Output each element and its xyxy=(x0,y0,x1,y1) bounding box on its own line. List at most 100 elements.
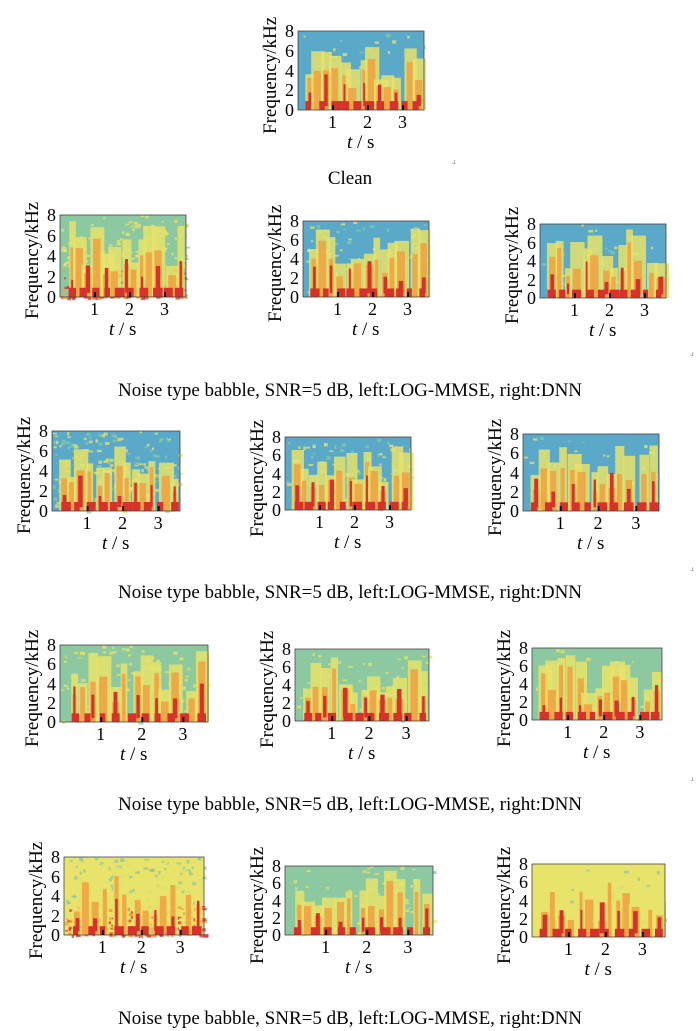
speech-energy xyxy=(648,272,656,298)
noise-cell xyxy=(323,443,328,447)
noise-cell xyxy=(110,876,115,879)
noise-cell xyxy=(112,646,115,649)
speech-formant xyxy=(75,918,80,932)
speech-energy xyxy=(116,466,123,511)
noise-cell xyxy=(328,665,333,668)
speech-formant xyxy=(578,705,583,717)
speech-energy xyxy=(410,669,418,721)
noise-cell xyxy=(116,673,121,677)
speech-energy xyxy=(387,697,393,721)
noise-cell xyxy=(69,445,73,448)
spectrogram-plot xyxy=(531,647,664,722)
noise-cell xyxy=(175,296,181,300)
noise-cell xyxy=(189,688,194,692)
low-frequency-energy xyxy=(171,502,179,511)
noise-cell xyxy=(347,666,353,668)
noise-cell xyxy=(64,247,67,250)
speech-formant xyxy=(104,267,110,293)
low-frequency-energy xyxy=(167,713,176,722)
speech-energy xyxy=(353,263,362,297)
low-frequency-energy xyxy=(327,501,334,510)
noise-cell xyxy=(82,865,85,870)
y-tick-label: 2 xyxy=(510,481,519,502)
noise-cell xyxy=(203,866,207,870)
speech-formant xyxy=(297,919,301,932)
noise-cell xyxy=(154,874,159,878)
y-axis-label: Frequency/kHz xyxy=(257,630,278,748)
noise-cell xyxy=(86,869,91,872)
x-axis-variable: t xyxy=(109,319,115,340)
noise-cell xyxy=(367,867,370,870)
y-tick-label: 4 xyxy=(519,890,528,911)
noise-cell xyxy=(529,461,535,465)
caption-row-2: Noise type babble, SNR=5 dB, left:LOG-MM… xyxy=(117,582,583,603)
noise-cell xyxy=(305,886,309,888)
y-tick-label: 6 xyxy=(527,232,536,253)
noise-cell xyxy=(132,646,138,649)
speech-energy xyxy=(645,701,650,720)
low-frequency-energy xyxy=(393,712,403,721)
noise-cell xyxy=(202,920,208,924)
noise-cell xyxy=(135,254,140,258)
noise-cell xyxy=(143,463,147,467)
speech-formant xyxy=(367,261,372,294)
noise-cell xyxy=(120,271,123,275)
low-frequency-energy xyxy=(359,288,368,297)
noise-cell xyxy=(373,673,376,676)
x-tick-label: 2 xyxy=(599,722,609,742)
noise-cell xyxy=(308,464,314,466)
noise-cell xyxy=(350,658,355,661)
noise-cell xyxy=(382,456,387,459)
speech-formant xyxy=(154,910,157,932)
noise-cell xyxy=(561,274,567,277)
y-tick-label: 4 xyxy=(527,251,536,271)
speech-energy xyxy=(324,907,332,935)
noise-cell xyxy=(73,445,79,449)
speech-formant xyxy=(365,475,369,507)
noise-cell xyxy=(127,675,132,679)
x-axis-unit: / s xyxy=(352,132,375,153)
noise-cell xyxy=(539,436,544,440)
noise-cell xyxy=(541,263,546,266)
noise-cell xyxy=(325,887,330,890)
noise-cell xyxy=(77,869,82,872)
noise-cell xyxy=(183,259,187,263)
speech-formant xyxy=(542,705,547,717)
noise-cell xyxy=(297,660,300,664)
speech-energy xyxy=(185,894,191,935)
speech-formant xyxy=(62,495,67,507)
y-tick-label: 2 xyxy=(282,693,291,713)
speech-formant xyxy=(363,83,366,107)
spectrogram-plot xyxy=(522,433,661,512)
noise-cell xyxy=(143,867,149,870)
speech-formant xyxy=(617,910,621,934)
low-frequency-energy xyxy=(609,289,620,298)
noise-cell xyxy=(128,934,133,937)
noise-cell xyxy=(172,251,176,254)
speech-formant xyxy=(635,279,641,295)
x-axis-unit: / s xyxy=(589,959,612,980)
noise-cell xyxy=(112,469,116,472)
caption-row-3: Noise type babble, SNR=5 dB, left:LOG-MM… xyxy=(117,794,583,815)
noise-cell xyxy=(340,449,345,453)
noise-cell xyxy=(165,455,168,458)
noise-cell xyxy=(140,215,144,218)
speech-formant xyxy=(329,479,335,507)
speech-formant xyxy=(172,698,178,719)
plot-frame xyxy=(51,430,181,512)
noise-cell xyxy=(122,233,126,238)
noise-cell xyxy=(312,452,316,455)
noise-cell xyxy=(116,227,122,230)
noise-cell xyxy=(341,443,347,447)
x-tick-label: 1 xyxy=(97,937,107,957)
low-frequency-energy xyxy=(412,101,419,110)
speech-energy xyxy=(540,468,547,511)
speech-energy xyxy=(550,471,557,511)
spectrogram-plot xyxy=(297,30,427,112)
noise-cell xyxy=(71,444,76,446)
noise-cell xyxy=(143,878,149,881)
noise-cell xyxy=(96,296,102,300)
noise-cell xyxy=(166,656,170,661)
speech-energy xyxy=(124,478,129,511)
